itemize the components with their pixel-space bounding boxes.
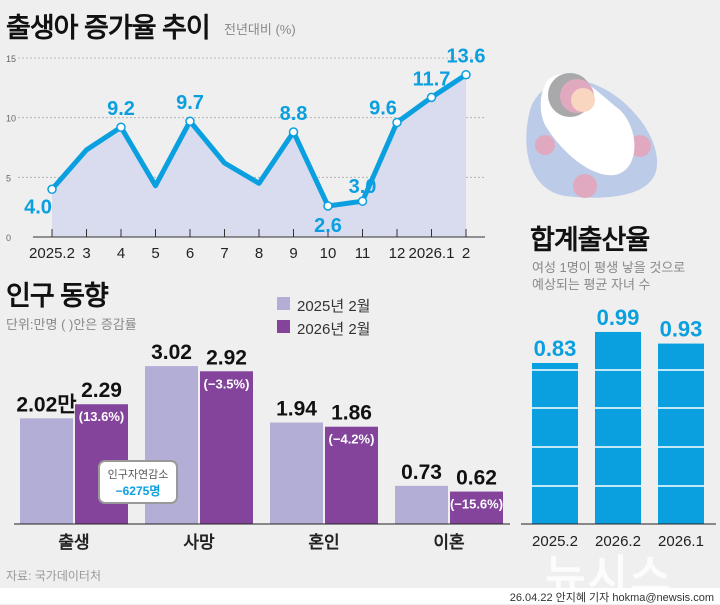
bar-value-label: 0.99 — [597, 305, 640, 330]
natural-decrease-callout: 인구자연감소 −6275명 — [98, 460, 178, 504]
bar-2025 — [270, 422, 323, 524]
callout-value: −6275명 — [115, 484, 161, 498]
data-point — [288, 127, 299, 137]
category-label: 2026.1 — [658, 533, 704, 550]
footer: 26.04.22 안지혜 기자 hokma@newsis.com — [0, 588, 720, 604]
bar-value-label: 2.02만 — [16, 393, 76, 416]
data-point — [185, 116, 195, 126]
data-label: 4.0 — [24, 196, 52, 218]
x-tick-label: 8 — [255, 245, 263, 262]
legend-label-2026: 2026년 2월 — [297, 321, 371, 338]
fertility-subtitle-line2: 예상되는 평균 자녀 수 — [532, 277, 651, 292]
line-chart-title: 출생아 증가율 추이 — [6, 13, 211, 43]
fertility-chart-title: 합계출산율 — [530, 225, 650, 255]
category-label: 2026.2 — [595, 533, 641, 550]
bar-value-label: 0.73 — [401, 461, 442, 484]
legend-label-2025: 2025년 2월 — [297, 298, 371, 315]
data-label: 9.7 — [176, 92, 204, 114]
bar-value-label: 3.02 — [151, 341, 192, 364]
data-label: 3.0 — [349, 176, 377, 198]
x-tick-label: 6 — [186, 245, 194, 262]
data-label: 13.6 — [447, 46, 486, 68]
source-text: 자료: 국가데이터처 — [6, 569, 101, 583]
y-tick-label: 0 — [6, 233, 11, 243]
y-tick-label: 10 — [6, 114, 16, 124]
fertility-bar — [532, 362, 578, 524]
data-label: 2.6 — [314, 215, 342, 237]
x-tick-label: 3 — [82, 245, 90, 262]
bar-change-label: (−3.5%) — [204, 376, 250, 391]
callout-label: 인구자연감소 — [107, 469, 169, 481]
legend-swatch-2026 — [277, 320, 290, 333]
bar-value-label: 2.29 — [81, 379, 122, 402]
bar-value-label: 1.86 — [331, 402, 372, 425]
bar-value-label: 0.93 — [660, 317, 703, 342]
bar-change-label: (−4.2%) — [329, 432, 375, 447]
y-tick-label: 5 — [6, 173, 11, 183]
data-label: 9.6 — [369, 97, 397, 119]
fertility-bar — [658, 343, 704, 524]
legend-swatch-2025 — [277, 297, 290, 310]
line-area — [52, 74, 466, 237]
category-label: 이혼 — [433, 532, 465, 552]
data-point — [392, 117, 402, 128]
bar-2025 — [20, 418, 73, 524]
data-label: 8.8 — [280, 103, 308, 125]
credit-text: 26.04.22 안지혜 기자 hokma@newsis.com — [509, 592, 714, 604]
data-label: 9.2 — [107, 98, 135, 120]
x-tick-label: 2026.1 — [409, 245, 455, 262]
bar-change-label: (−15.6%) — [450, 497, 503, 512]
line-chart: 0 5 10 15 2025.2 4.0 3 4 9.2 5 6 9.7 7 8 9 8.8 10 2.6 11 3.… — [6, 46, 486, 262]
bar-value-label: 2.92 — [206, 346, 247, 369]
bar-2026 — [325, 426, 378, 524]
category-label: 혼인 — [308, 532, 339, 552]
data-point — [357, 196, 368, 206]
x-tick-label: 2025.2 — [29, 245, 75, 262]
bar-change-label: (13.6%) — [79, 409, 125, 424]
bar-value-label: 1.94 — [276, 398, 317, 421]
data-point — [323, 201, 333, 211]
bar-2025 — [395, 485, 448, 524]
x-tick-label: 10 — [320, 245, 337, 262]
population-chart-subtitle: 단위:만명 ( )안은 증감률 — [6, 317, 137, 332]
bar-value-label: 0.83 — [534, 336, 577, 361]
x-tick-label: 11 — [355, 245, 371, 262]
data-point — [461, 69, 471, 80]
x-tick-label: 5 — [151, 245, 159, 262]
y-tick-label: 15 — [6, 54, 16, 64]
data-point — [426, 92, 437, 103]
fertility-subtitle-line1: 여성 1명이 평생 낳을 것으로 — [532, 260, 686, 275]
x-tick-label: 9 — [289, 245, 297, 262]
bar-2026 — [450, 491, 503, 524]
bar-value-label: 0.62 — [456, 467, 497, 490]
line-chart-subtitle: 전년대비 (%) — [224, 22, 296, 37]
data-point — [47, 184, 57, 195]
fertility-bar — [595, 331, 641, 524]
category-label: 2025.2 — [532, 533, 578, 550]
x-tick-label: 7 — [220, 245, 228, 262]
category-label: 사망 — [183, 533, 215, 552]
category-label: 출생 — [58, 533, 89, 552]
bar-2026 — [200, 371, 253, 524]
data-point — [116, 122, 126, 132]
x-tick-label: 4 — [117, 245, 125, 262]
data-label: 11.7 — [413, 68, 451, 90]
population-chart-title: 인구 동향 — [6, 281, 109, 311]
x-tick-label: 2 — [462, 245, 470, 262]
x-tick-label: 12 — [389, 245, 406, 262]
